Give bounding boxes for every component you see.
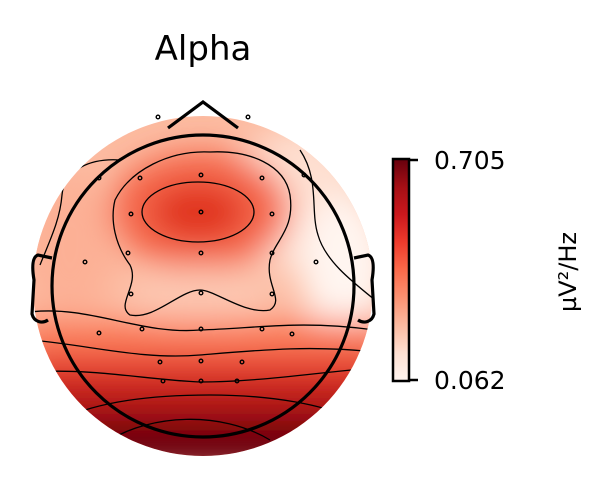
sensor — [198, 326, 204, 332]
sensor — [198, 378, 204, 384]
sensor — [160, 378, 166, 384]
sensor — [137, 175, 143, 181]
sensor — [198, 209, 204, 215]
heat-band-occipital — [33, 420, 373, 456]
sensor — [155, 114, 161, 120]
sensor — [245, 114, 251, 120]
contour-left-temporal — [39, 159, 121, 266]
heat-region-frontal-peak — [150, 184, 246, 240]
colorbar-max-label: 0.705 — [434, 146, 506, 175]
sensor — [259, 175, 265, 181]
contour-posterior-4 — [59, 394, 351, 421]
sensor — [269, 291, 275, 297]
contour-posterior-2 — [33, 339, 373, 357]
sensor — [139, 326, 145, 332]
sensor — [198, 172, 204, 178]
head-circle — [50, 133, 356, 439]
sensor — [198, 358, 204, 364]
sensor — [198, 290, 204, 296]
sensor-markers — [82, 114, 319, 384]
heat-band-posterior-3 — [33, 385, 373, 425]
sensor — [125, 250, 131, 256]
left-ear — [30, 253, 53, 324]
sensor — [198, 250, 204, 256]
topomap-heat — [33, 116, 373, 456]
colorbar-min-label: 0.062 — [434, 366, 506, 395]
colorbar-frame — [391, 157, 411, 383]
sensor — [96, 175, 102, 181]
colorbar-unit-label: µV²/Hz — [554, 232, 582, 312]
contour-frontal-upper — [112, 151, 292, 317]
sensor — [128, 291, 134, 297]
right-ear — [353, 253, 376, 324]
sensor — [157, 359, 163, 365]
sensor — [301, 172, 307, 178]
colorbar-gradient — [393, 159, 409, 381]
sensor — [239, 359, 245, 365]
colorbar: 0.705 0.062 µV²/Hz — [391, 146, 582, 395]
sensor — [269, 211, 275, 217]
sensor — [128, 211, 134, 217]
contour-occipital — [109, 418, 271, 441]
sensor — [96, 330, 102, 336]
heat-band-posterior-1 — [33, 320, 373, 360]
sensor — [234, 378, 240, 384]
contour-peak — [141, 181, 255, 243]
head-outline — [30, 100, 376, 439]
sensor — [259, 326, 265, 332]
sensor — [269, 250, 275, 256]
sensor — [313, 259, 319, 265]
heat-region-right-temporal — [300, 195, 373, 335]
chart-title: Alpha — [155, 29, 252, 69]
sensor — [289, 331, 295, 337]
nose — [167, 100, 239, 130]
heat-region-left-temporal — [33, 175, 115, 315]
sensor — [82, 259, 88, 265]
